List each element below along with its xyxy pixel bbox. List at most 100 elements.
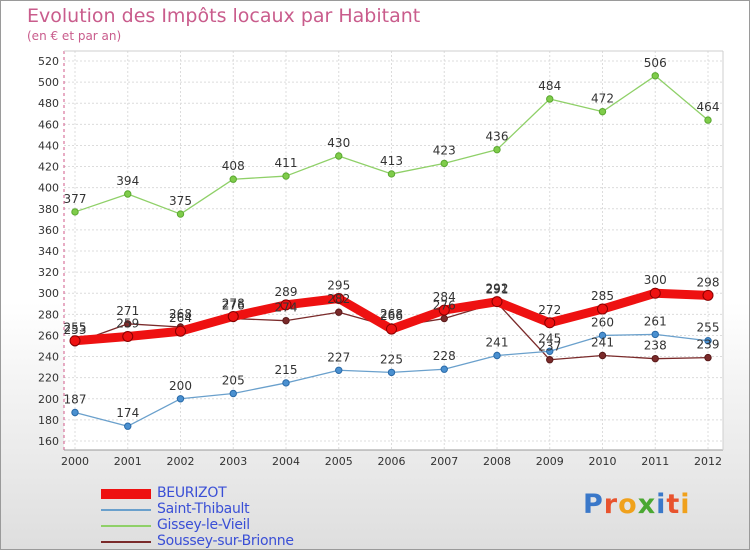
data-point-saint-thibault bbox=[651, 330, 659, 339]
x-tick-label: 2010 bbox=[589, 455, 617, 468]
data-label-beurizot: 289 bbox=[275, 285, 298, 299]
data-point-beurizot bbox=[491, 296, 503, 308]
y-tick-label: 480 bbox=[38, 97, 59, 110]
logo-letter: P bbox=[583, 489, 604, 520]
data-point-soussey-sur-brionne bbox=[598, 351, 607, 360]
data-point-gissey-le-vieil bbox=[704, 116, 712, 124]
data-label-beurizot: 295 bbox=[327, 279, 350, 293]
data-point-saint-thibault bbox=[229, 389, 237, 398]
y-tick-label: 300 bbox=[38, 287, 59, 300]
data-label-soussey-sur-brionne: 271 bbox=[116, 304, 139, 318]
x-tick-label: 2008 bbox=[483, 455, 511, 468]
grid-layer bbox=[64, 51, 723, 450]
y-tick-label: 400 bbox=[38, 182, 59, 195]
data-point-gissey-le-vieil bbox=[493, 145, 501, 154]
legend-label-beurizot: BEURIZOT bbox=[157, 485, 227, 501]
data-label-gissey-le-vieil: 411 bbox=[275, 156, 298, 170]
data-label-beurizot: 255 bbox=[64, 321, 87, 335]
data-point-beurizot bbox=[386, 323, 397, 335]
data-label-saint-thibault: 227 bbox=[327, 350, 350, 364]
data-label-gissey-le-vieil: 436 bbox=[486, 130, 509, 144]
data-point-soussey-sur-brionne bbox=[282, 316, 290, 325]
legend-label-gissey-le-vieil: Gissey-le-Vieil bbox=[157, 517, 250, 533]
series-saint-thibault bbox=[71, 330, 712, 430]
data-point-saint-thibault bbox=[176, 395, 185, 403]
chart-subtitle: (en € et par an) bbox=[27, 29, 122, 43]
data-point-saint-thibault bbox=[598, 331, 607, 340]
data-label-beurizot: 300 bbox=[644, 273, 667, 287]
axis-layer: 160 180 200 220 240 260 280 300 320 340 360 380 400 4… bbox=[38, 50, 724, 468]
x-tick-label: 2009 bbox=[536, 455, 564, 468]
data-label-beurizot: 259 bbox=[116, 317, 139, 331]
data-point-beurizot bbox=[438, 304, 450, 316]
data-label-gissey-le-vieil: 430 bbox=[327, 136, 350, 150]
data-point-beurizot bbox=[544, 317, 556, 329]
data-label-soussey-sur-brionne: 291 bbox=[486, 283, 509, 297]
data-label-beurizot: 285 bbox=[591, 289, 614, 303]
logo-letter: o bbox=[618, 489, 638, 520]
data-point-gissey-le-vieil bbox=[282, 172, 290, 180]
legend-label-soussey-sur-brionne: Soussey-sur-Brionne bbox=[157, 533, 294, 549]
data-point-beurizot bbox=[280, 299, 292, 311]
data-point-saint-thibault bbox=[704, 337, 712, 345]
x-tick-label: 2000 bbox=[61, 455, 89, 468]
data-point-gissey-le-vieil bbox=[546, 95, 554, 103]
data-label-layer: 253 271 268 276 274 282 268 276 291 237 241 238 239 1… bbox=[64, 56, 720, 420]
x-tick-label: 2011 bbox=[641, 455, 669, 468]
data-label-soussey-sur-brionne: 253 bbox=[64, 323, 87, 337]
x-tick-label: 2003 bbox=[219, 455, 247, 468]
legend-swatch-saint-thibault bbox=[101, 509, 151, 511]
series-gissey-le-vieil bbox=[71, 72, 712, 218]
data-point-gissey-le-vieil bbox=[598, 107, 607, 116]
x-tick-label: 2006 bbox=[378, 455, 406, 468]
data-point-soussey-sur-brionne bbox=[124, 320, 132, 328]
data-label-gissey-le-vieil: 464 bbox=[697, 100, 720, 114]
data-label-saint-thibault: 260 bbox=[591, 315, 614, 329]
logo-letter: r bbox=[603, 489, 619, 520]
logo-letter: i bbox=[680, 489, 691, 520]
data-label-saint-thibault: 205 bbox=[222, 374, 245, 388]
data-label-beurizot: 264 bbox=[169, 311, 192, 325]
data-point-beurizot bbox=[333, 293, 345, 304]
data-label-soussey-sur-brionne: 276 bbox=[433, 299, 456, 313]
data-point-gissey-le-vieil bbox=[71, 208, 79, 216]
data-label-beurizot: 298 bbox=[697, 275, 720, 289]
data-point-beurizot bbox=[702, 289, 714, 301]
y-tick-label: 280 bbox=[38, 308, 59, 321]
data-point-soussey-sur-brionne bbox=[651, 354, 659, 363]
series-beurizot bbox=[69, 287, 714, 347]
data-label-soussey-sur-brionne: 268 bbox=[169, 307, 192, 321]
data-point-saint-thibault bbox=[493, 351, 501, 360]
data-point-saint-thibault bbox=[124, 422, 132, 430]
legend-swatch-gissey-le-vieil bbox=[101, 525, 151, 527]
data-label-gissey-le-vieil: 375 bbox=[169, 194, 192, 208]
data-point-soussey-sur-brionne bbox=[546, 356, 554, 364]
data-point-saint-thibault bbox=[387, 368, 396, 377]
data-point-saint-thibault bbox=[440, 365, 448, 373]
y-tick-label: 200 bbox=[38, 393, 59, 406]
data-point-saint-thibault bbox=[546, 347, 554, 355]
data-point-beurizot bbox=[69, 335, 81, 347]
legend-swatch-soussey-sur-brionne bbox=[101, 541, 151, 543]
x-tick-label: 2004 bbox=[272, 455, 300, 468]
y-tick-label: 360 bbox=[38, 224, 59, 237]
data-point-beurizot bbox=[122, 331, 134, 342]
data-label-gissey-le-vieil: 484 bbox=[538, 79, 561, 93]
y-tick-label: 160 bbox=[38, 435, 59, 448]
data-point-saint-thibault bbox=[335, 366, 343, 374]
x-tick-label: 2001 bbox=[114, 455, 142, 468]
data-label-soussey-sur-brionne: 238 bbox=[644, 339, 667, 353]
data-point-gissey-le-vieil bbox=[229, 175, 237, 183]
data-label-soussey-sur-brionne: 239 bbox=[697, 338, 720, 352]
data-label-saint-thibault: 215 bbox=[275, 363, 298, 377]
data-point-soussey-sur-brionne bbox=[335, 308, 343, 316]
y-tick-label: 420 bbox=[38, 161, 59, 174]
x-tick-label: 2012 bbox=[694, 455, 722, 468]
data-point-gissey-le-vieil bbox=[440, 159, 448, 168]
data-label-saint-thibault: 200 bbox=[169, 379, 192, 393]
data-point-gissey-le-vieil bbox=[124, 190, 132, 198]
data-label-soussey-sur-brionne: 268 bbox=[380, 307, 403, 321]
data-label-beurizot: 292 bbox=[486, 282, 509, 296]
logo-letter: x bbox=[637, 489, 657, 520]
